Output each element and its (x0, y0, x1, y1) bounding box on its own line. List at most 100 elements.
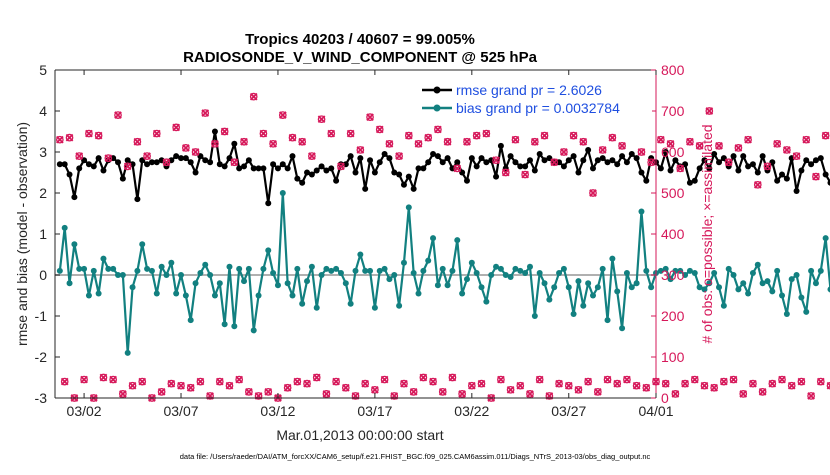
obs-assimilated-marker (337, 162, 345, 171)
data-point-bias (342, 280, 349, 287)
data-point-bias (473, 269, 480, 276)
obs-assimilated-marker (686, 137, 694, 146)
data-point-rmse (575, 169, 582, 176)
data-point-bias (686, 267, 693, 274)
obs-assimilated-marker (361, 379, 370, 388)
data-point-bias (691, 269, 698, 276)
data-point-rmse (507, 153, 514, 160)
obs-possible-marker (463, 137, 471, 146)
obs-possible-marker (744, 135, 752, 144)
obs-possible-marker (579, 137, 588, 146)
y-tick-label-left: 5 (39, 62, 47, 78)
obs-assimilated-marker (530, 137, 539, 146)
data-point-rmse (352, 169, 359, 176)
data-point-bias (672, 267, 679, 274)
data-point-rmse (633, 155, 640, 162)
data-point-rmse (221, 163, 228, 170)
obs-possible-marker (143, 152, 151, 160)
obs-assimilated-marker (60, 377, 69, 386)
data-point-bias (643, 267, 650, 274)
obs-possible-marker (254, 392, 263, 400)
obs-possible-marker (535, 375, 544, 384)
obs-assimilated-marker (249, 92, 258, 101)
x-axis-label: Mar.01,2013 00:00:00 start (276, 427, 443, 443)
obs-assimilated-marker (123, 162, 132, 171)
obs-possible-marker (366, 113, 374, 122)
obs-assimilated-marker (80, 375, 88, 384)
data-point-rmse (541, 157, 548, 164)
obs-assimilated-marker (99, 373, 108, 382)
obs-possible-marker (676, 164, 685, 173)
obs-possible-marker (686, 137, 694, 146)
obs-possible-marker (492, 156, 500, 165)
data-point-bias (502, 272, 509, 278)
obs-possible-marker (700, 381, 709, 390)
obs-possible-marker (497, 375, 505, 384)
obs-possible-marker (245, 387, 253, 396)
obs-assimilated-marker (608, 133, 617, 142)
data-point-rmse (473, 163, 480, 170)
obs-possible-marker (656, 135, 665, 144)
obs-possible-marker (802, 135, 811, 144)
data-point-bias (144, 265, 151, 272)
obs-assimilated-marker (589, 189, 597, 197)
obs-possible-marker (322, 390, 331, 398)
obs-assimilated-marker (356, 146, 365, 154)
obs-assimilated-marker (215, 377, 224, 386)
obs-possible-marker (119, 390, 127, 398)
data-point-rmse (420, 165, 427, 172)
obs-possible-marker (220, 127, 229, 136)
data-point-bias (774, 267, 781, 274)
data-point-bias (483, 298, 490, 305)
obs-possible-marker (395, 152, 403, 160)
series-obs-o (55, 92, 830, 402)
data-point-rmse (716, 159, 723, 166)
obs-assimilated-marker (186, 383, 195, 392)
data-point-rmse (711, 151, 718, 158)
data-point-bias (711, 269, 718, 276)
data-point-rmse (803, 157, 810, 164)
y-tick-label-right: 600 (661, 144, 685, 160)
obs-assimilated-marker (191, 148, 200, 156)
obs-possible-marker (288, 133, 297, 142)
obs-assimilated-marker (385, 139, 394, 148)
data-point-rmse (241, 163, 248, 170)
data-point-bias (129, 284, 136, 291)
obs-possible-marker (191, 148, 200, 156)
obs-possible-marker (114, 111, 122, 119)
obs-assimilated-marker (308, 152, 316, 160)
data-point-bias (81, 265, 88, 272)
data-point-rmse (580, 157, 587, 164)
obs-possible-marker (584, 377, 592, 386)
data-point-rmse (517, 163, 524, 170)
obs-possible-marker (613, 379, 622, 388)
data-point-rmse (444, 155, 451, 162)
x-tick-label: 03/22 (454, 403, 489, 419)
data-point-bias (754, 261, 761, 268)
data-point-rmse (522, 163, 529, 170)
obs-possible-marker (792, 152, 801, 160)
obs-assimilated-marker (594, 388, 602, 396)
obs-possible-marker (283, 383, 292, 392)
data-point-rmse (391, 169, 398, 176)
data-point-bias (284, 280, 291, 287)
obs-possible-marker (448, 373, 457, 382)
footnote-data-file: data file: /Users/raeder/DAI/ATM_forcXX/… (180, 452, 651, 461)
data-point-rmse (216, 161, 223, 168)
data-point-bias (337, 269, 344, 276)
data-point-rmse (463, 177, 470, 184)
data-point-bias (265, 247, 272, 254)
data-point-bias (207, 272, 214, 278)
obs-assimilated-marker (303, 379, 311, 388)
obs-assimilated-marker (259, 129, 268, 138)
data-point-bias (71, 241, 78, 248)
data-point-rmse (808, 161, 815, 168)
data-point-bias (793, 272, 800, 278)
data-point-bias (173, 290, 180, 297)
data-point-bias (400, 259, 407, 266)
data-point-rmse (124, 157, 131, 164)
data-point-rmse (299, 179, 306, 186)
y-tick-label-right: 400 (661, 226, 685, 242)
obs-possible-marker (424, 133, 433, 142)
obs-assimilated-marker (278, 111, 287, 119)
